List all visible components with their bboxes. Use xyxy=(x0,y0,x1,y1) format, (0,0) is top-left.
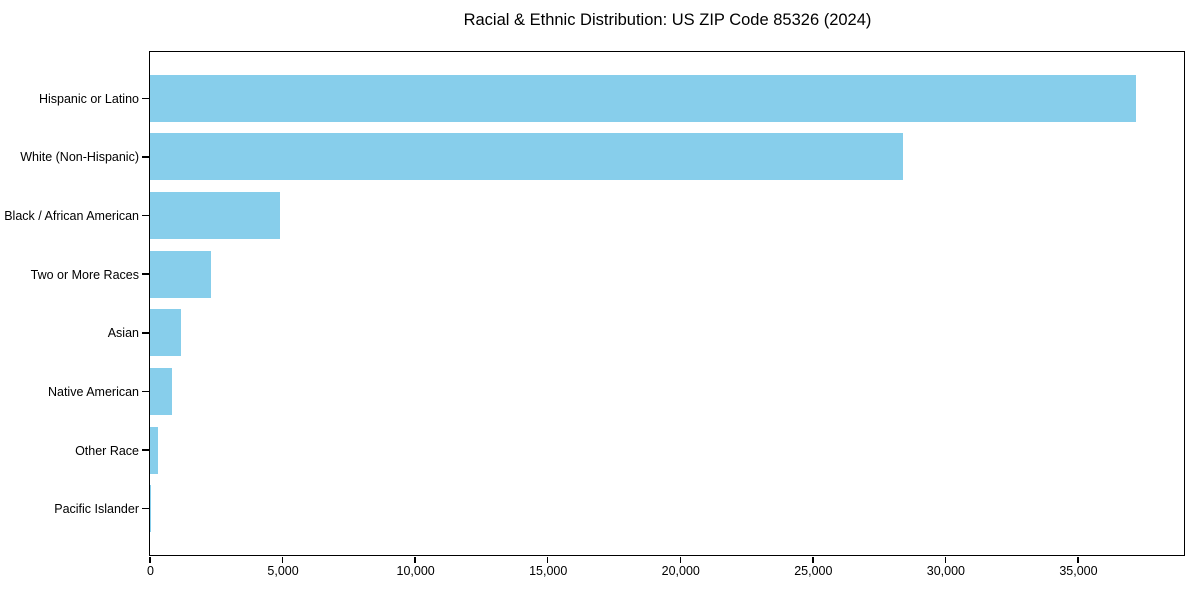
y-tick xyxy=(142,390,149,393)
x-tick-label-10000: 10,000 xyxy=(396,564,435,578)
y-tick xyxy=(142,97,149,100)
x-tick xyxy=(546,556,549,563)
y-tick xyxy=(142,507,149,510)
bar-white-non-hispanic xyxy=(150,133,903,181)
bar-native-american xyxy=(150,367,172,415)
x-tick-label-20000: 20,000 xyxy=(661,564,700,578)
x-tick-label-30000: 30,000 xyxy=(926,564,965,578)
x-tick-label-35000: 35,000 xyxy=(1059,564,1098,578)
x-tick xyxy=(944,556,947,563)
x-tick xyxy=(812,556,814,563)
y-tick xyxy=(142,273,149,275)
y-tick xyxy=(142,156,149,158)
x-tick xyxy=(1077,556,1079,563)
bar-other-race xyxy=(150,426,158,474)
y-axis-label-white-non-hispanic: White (Non-Hispanic) xyxy=(20,150,139,165)
x-tick xyxy=(149,556,151,563)
x-tick xyxy=(679,556,681,563)
y-axis-label-native-american: Native American xyxy=(47,384,139,399)
y-axis-label-other-race: Other Race xyxy=(75,443,139,458)
x-tick-label-5000: 5,000 xyxy=(267,564,299,578)
y-axis-label-hispanic-or-latino: Hispanic or Latino xyxy=(38,91,139,106)
y-axis-label-two-or-more-races: Two or More Races xyxy=(30,267,139,282)
x-tick-label-15000: 15,000 xyxy=(529,564,568,578)
bar-asian xyxy=(150,309,182,357)
bar-black-african-american xyxy=(150,192,280,239)
chart-title: Racial & Ethnic Distribution: US ZIP Cod… xyxy=(463,11,872,29)
x-tick xyxy=(281,556,284,563)
bar-pacific-islander xyxy=(150,485,151,533)
y-axis-label-black-african-american: Black / African American xyxy=(4,209,139,224)
x-tick xyxy=(414,556,416,563)
y-tick xyxy=(142,332,149,334)
y-axis-label-pacific-islander: Pacific Islander xyxy=(54,502,139,517)
x-tick-label-0: 0 xyxy=(147,564,154,578)
y-tick xyxy=(142,449,149,451)
y-tick xyxy=(142,214,149,217)
plot-area xyxy=(142,51,1185,563)
bar-two-or-more-races xyxy=(150,250,211,298)
bar-hispanic-or-latino xyxy=(150,74,1137,122)
x-tick-label-25000: 25,000 xyxy=(794,564,833,578)
y-axis-label-asian: Asian xyxy=(107,326,139,341)
